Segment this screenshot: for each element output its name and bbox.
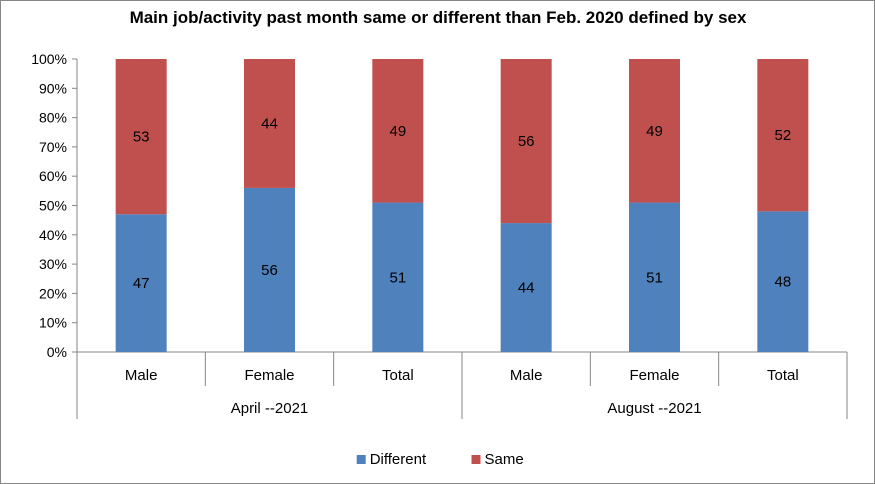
- legend-swatch-different: [356, 455, 366, 464]
- y-tick-label: 90%: [39, 80, 67, 96]
- x-category-label: Female: [244, 367, 294, 384]
- chart-title: Main job/activity past month same or dif…: [130, 8, 747, 27]
- x-category-label: Total: [767, 367, 799, 384]
- bar-same: [757, 59, 809, 212]
- bar-different: [244, 187, 295, 352]
- data-label-same: 53: [133, 129, 150, 146]
- bar-different: [115, 214, 167, 352]
- data-label-different: 51: [389, 269, 406, 286]
- y-tick-label: 0%: [47, 344, 67, 360]
- y-tick-label: 40%: [39, 227, 67, 243]
- y-tick-label: 100%: [31, 51, 67, 67]
- bar-same: [115, 59, 167, 215]
- x-category-label: Female: [629, 367, 679, 384]
- x-group-label: April --2021: [231, 400, 309, 417]
- y-tick-label: 10%: [39, 315, 67, 331]
- bar-same: [244, 59, 295, 188]
- x-category-label: Male: [125, 367, 158, 384]
- data-label-different: 51: [646, 269, 663, 286]
- axes: 0% 10% 20% 30% 40% 50% 60% 70% 80% 90% 100% Male Fem…: [31, 51, 848, 419]
- legend: Different Same: [356, 451, 524, 468]
- data-labels: 47 53 56 44 51 49 44 56 51 49 48 52: [133, 115, 791, 296]
- bar-different: [372, 202, 424, 352]
- y-tick-label: 60%: [39, 168, 67, 184]
- bar-different: [757, 211, 809, 352]
- data-label-same: 49: [389, 123, 406, 140]
- legend-swatch-same: [471, 455, 481, 464]
- x-group-label: August --2021: [607, 400, 701, 417]
- y-tick-label: 30%: [39, 256, 67, 272]
- y-tick-label: 20%: [39, 285, 67, 301]
- data-label-different: 48: [774, 274, 791, 291]
- bar-same: [629, 59, 680, 203]
- y-tick-label: 70%: [39, 139, 67, 155]
- data-label-same: 56: [518, 133, 535, 150]
- x-category-label: Male: [510, 367, 543, 384]
- bar-different: [629, 202, 680, 352]
- legend-label-different: Different: [370, 451, 427, 468]
- data-label-different: 44: [518, 280, 535, 297]
- bar-same: [500, 59, 552, 224]
- bars: [115, 59, 809, 352]
- data-label-different: 47: [133, 275, 150, 292]
- y-tick-label: 50%: [39, 198, 67, 214]
- y-tick-label: 80%: [39, 110, 67, 126]
- bar-same: [372, 59, 424, 203]
- bar-different: [500, 223, 552, 352]
- x-category-label: Total: [382, 367, 414, 384]
- legend-label-same: Same: [485, 451, 524, 468]
- data-label-same: 44: [261, 115, 278, 132]
- data-label-same: 52: [774, 127, 791, 144]
- data-label-same: 49: [646, 123, 663, 140]
- data-label-different: 56: [261, 262, 278, 279]
